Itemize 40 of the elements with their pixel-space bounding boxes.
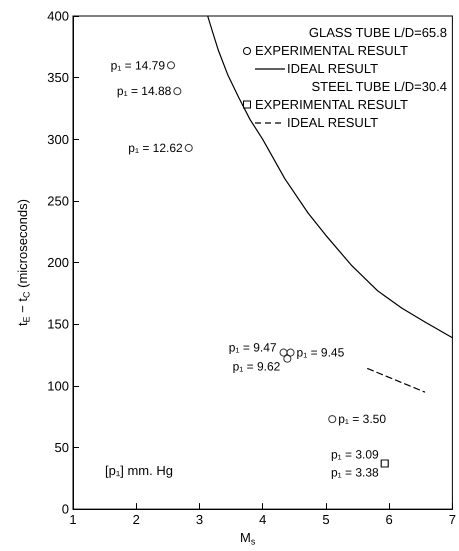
legend-label: IDEAL RESULT	[287, 115, 378, 130]
point	[167, 61, 176, 70]
annotation: p₁ = 14.88	[116, 84, 172, 98]
legend-label: IDEAL RESULT	[287, 61, 378, 76]
x-tick-label: 3	[196, 512, 204, 528]
point	[280, 348, 288, 357]
y-tick-label: 250	[47, 193, 69, 208]
y-tick-label: 150	[47, 316, 69, 332]
y-tick-label: 400	[47, 8, 69, 24]
annotation: GLASS TUBE L/D=65.8	[308, 25, 447, 40]
legend-label: EXPERIMENTAL RESULT	[255, 97, 408, 112]
y-axis-title: tE − tC (microseconds)	[15, 199, 32, 326]
annotation: p₁ = 3.50	[338, 412, 386, 426]
y-tick-label: 350	[47, 70, 69, 86]
annotation: p₁ = 3.38	[330, 465, 380, 480]
y-tick-label: 100	[47, 378, 69, 394]
point	[286, 348, 295, 357]
point	[173, 87, 182, 96]
x-tick-label: 5	[322, 512, 330, 528]
y-tick-label: 50	[54, 440, 69, 455]
annotation: [p₁] mm. Hg	[105, 463, 173, 478]
point	[283, 354, 292, 363]
annotation: p₁ = 14.79	[110, 58, 166, 72]
y-tick-label: 300	[47, 132, 69, 147]
x-tick-label: 7	[448, 512, 456, 528]
point	[328, 415, 336, 424]
point	[184, 144, 193, 152]
legend-label: EXPERIMENTAL RESULT	[255, 43, 408, 58]
annotation: p₁ = 12.62	[128, 140, 184, 155]
x-tick-label: 2	[132, 512, 140, 528]
y-tick-label: 200	[47, 255, 69, 270]
annotation: p₁ = 9.45	[296, 346, 345, 360]
y-tick-label: 0	[62, 502, 69, 517]
annotation: p₁ = 9.62	[232, 360, 281, 374]
annotation: p₁ = 9.47	[228, 340, 277, 355]
x-tick-label: 6	[386, 512, 393, 528]
x-tick-label: 4	[259, 512, 266, 528]
annotation: STEEL TUBE L/D=30.4	[312, 79, 447, 94]
x-tick-label: 1	[69, 512, 77, 528]
annotation: p₁ = 3.09	[330, 447, 380, 462]
